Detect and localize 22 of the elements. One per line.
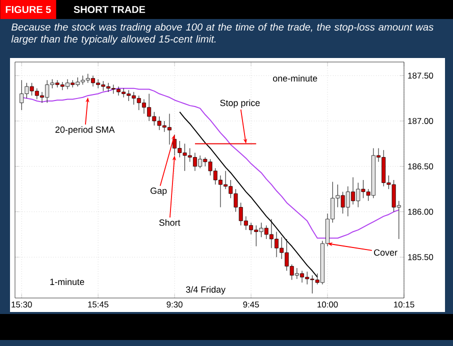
y-tick-label: 185.50: [408, 254, 434, 260]
annotation: Stop price: [220, 100, 260, 108]
y-tick-label: 186.00: [408, 208, 434, 215]
y-tick-label: 186.50: [408, 163, 434, 170]
x-tick-label: 9:30: [166, 302, 182, 308]
y-tick-label: 187.00: [408, 118, 434, 124]
chart-subtitle: Because the stock was trading above 100 at the time of the trade, the stop-loss amount was larger than the typically allowed 15-cent limit.: [11, 23, 434, 45]
annotation: Cover: [374, 249, 398, 256]
x-tick-label: 15:30: [12, 302, 32, 308]
y-tick-label: 187.50: [408, 72, 434, 79]
x-tick-label: 10:00: [318, 302, 338, 308]
annotation: Short: [159, 219, 180, 226]
annotation: Gap: [150, 188, 167, 196]
caption: FIGURE 5: [6, 6, 51, 14]
x-tick-label: 9:45: [243, 302, 259, 308]
x-tick-label: 15:45: [88, 302, 108, 308]
x-tick-label: 10:15: [394, 302, 414, 308]
annotation: 20-period SMA: [55, 126, 115, 135]
annotation: 3/4 Friday: [186, 286, 226, 294]
chart-title: SHORT TRADE: [74, 6, 146, 14]
annotation: one-minute: [273, 74, 318, 82]
annotation: 1-minute: [50, 278, 84, 286]
